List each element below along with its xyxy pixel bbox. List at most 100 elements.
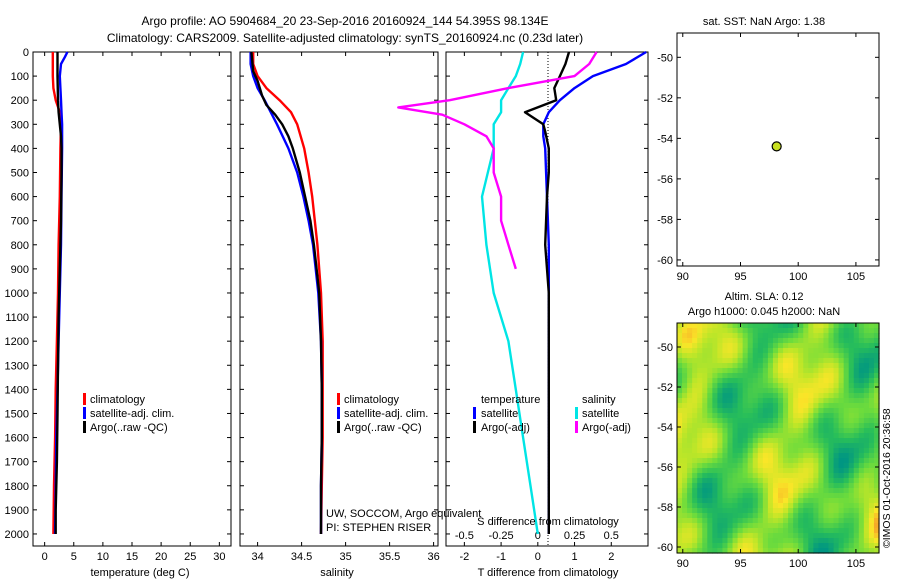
heatmap-cell xyxy=(742,478,749,484)
heatmap-cell xyxy=(823,523,830,529)
heatmap-cell xyxy=(863,518,870,524)
heatmap-cell xyxy=(818,513,825,519)
heatmap-cell xyxy=(677,468,683,474)
heatmap-cell xyxy=(828,438,835,444)
heatmap-cell xyxy=(838,458,845,464)
heatmap-cell xyxy=(697,418,703,424)
heatmap-cell xyxy=(707,428,713,434)
heatmap-cell xyxy=(788,528,794,534)
heatmap-cell xyxy=(813,518,819,524)
heatmap-cell xyxy=(798,403,804,409)
heatmap-cell xyxy=(737,478,744,484)
heatmap-cell xyxy=(757,433,764,439)
heatmap-cell xyxy=(702,373,708,379)
heatmap-cell xyxy=(813,523,819,529)
heatmap-cell xyxy=(848,413,855,419)
heatmap-cell xyxy=(793,518,799,524)
heatmap-cell xyxy=(732,498,739,504)
heatmap-cell xyxy=(813,498,819,504)
heatmap-cell xyxy=(707,453,713,459)
s-xtick-label: 0 xyxy=(535,530,541,542)
heatmap-cell xyxy=(778,408,784,414)
heatmap-cell xyxy=(732,483,739,489)
heatmap-cell xyxy=(813,478,819,484)
longitude-ticks: 90 95 100 105 xyxy=(677,323,865,570)
heatmap-cell xyxy=(848,538,855,544)
heatmap-cell xyxy=(717,503,724,509)
salinity-xlabel: salinity xyxy=(320,567,354,579)
heatmap-cell xyxy=(803,548,809,554)
heatmap-cell xyxy=(798,443,804,449)
heatmap-cell xyxy=(737,343,744,349)
heatmap-cell xyxy=(677,433,683,439)
heatmap-cell xyxy=(828,443,835,449)
heatmap-cell xyxy=(707,458,713,464)
heatmap-cell xyxy=(752,408,759,414)
heatmap-cell xyxy=(803,348,809,354)
heatmap-cell xyxy=(772,393,779,399)
heatmap-cell xyxy=(833,508,840,514)
heatmap-cell xyxy=(798,378,804,384)
heatmap-cell xyxy=(853,508,860,514)
heatmap-cell xyxy=(682,478,688,484)
heatmap-cell xyxy=(788,518,794,524)
depth-tick-label: 200 xyxy=(11,95,29,107)
heatmap-cell xyxy=(762,383,769,389)
heatmap-cell xyxy=(757,538,764,544)
heatmap-cell xyxy=(873,508,880,514)
heatmap-cell xyxy=(727,533,734,539)
heatmap-cell xyxy=(762,538,769,544)
xtick-label: -2 xyxy=(459,551,469,563)
heatmap-cell xyxy=(798,353,804,359)
heatmap-cell xyxy=(677,358,683,364)
heatmap-cell xyxy=(788,488,794,494)
heatmap-cell xyxy=(868,338,875,344)
heatmap-cell xyxy=(707,333,713,339)
heatmap-cell xyxy=(828,323,835,329)
heatmap-cell xyxy=(732,393,739,399)
heatmap-cell xyxy=(783,473,789,479)
xtick-label: 34 xyxy=(251,551,263,563)
heatmap-cell xyxy=(823,383,830,389)
heatmap-cell xyxy=(808,443,814,449)
heatmap-cell xyxy=(722,388,729,394)
heatmap-cell xyxy=(778,398,784,404)
heatmap-cell xyxy=(737,418,744,424)
heatmap-cell xyxy=(722,373,729,379)
heatmap-cell xyxy=(828,378,835,384)
heatmap-cell xyxy=(682,538,688,544)
heatmap-cell xyxy=(727,498,734,504)
heatmap-cell xyxy=(697,463,703,469)
heatmap-cell xyxy=(783,353,789,359)
heatmap-cell xyxy=(702,398,708,404)
legend-label-satellite: satellite-adj. clim. xyxy=(90,408,174,420)
heatmap-cell xyxy=(682,498,688,504)
heatmap-cell xyxy=(752,378,759,384)
heatmap-cell xyxy=(848,493,855,499)
heatmap-cell xyxy=(717,323,724,329)
heatmap-cell xyxy=(752,483,759,489)
heatmap-cell xyxy=(778,458,784,464)
heatmap-cell xyxy=(848,373,855,379)
heatmap-cell xyxy=(863,478,870,484)
heatmap-cell xyxy=(697,423,703,429)
heatmap-cell xyxy=(712,358,718,364)
heatmap-cell xyxy=(707,473,713,479)
heatmap-cell xyxy=(697,408,703,414)
heatmap-cell xyxy=(722,418,729,424)
heatmap-cell xyxy=(762,543,769,549)
heatmap-cell xyxy=(838,343,845,349)
heatmap-cell xyxy=(737,363,744,369)
heatmap-cell xyxy=(828,373,835,379)
heatmap-cell xyxy=(833,533,840,539)
heatmap-cell xyxy=(843,328,850,334)
heatmap-cell xyxy=(702,408,708,414)
xtick-label: 15 xyxy=(126,551,138,563)
heatmap-cell xyxy=(732,478,739,484)
heatmap-cell xyxy=(808,448,814,454)
heatmap-cell xyxy=(742,523,749,529)
heatmap-cell xyxy=(808,333,814,339)
heatmap-cell xyxy=(742,388,749,394)
heatmap-cell xyxy=(682,368,688,374)
heatmap-cell xyxy=(873,353,880,359)
